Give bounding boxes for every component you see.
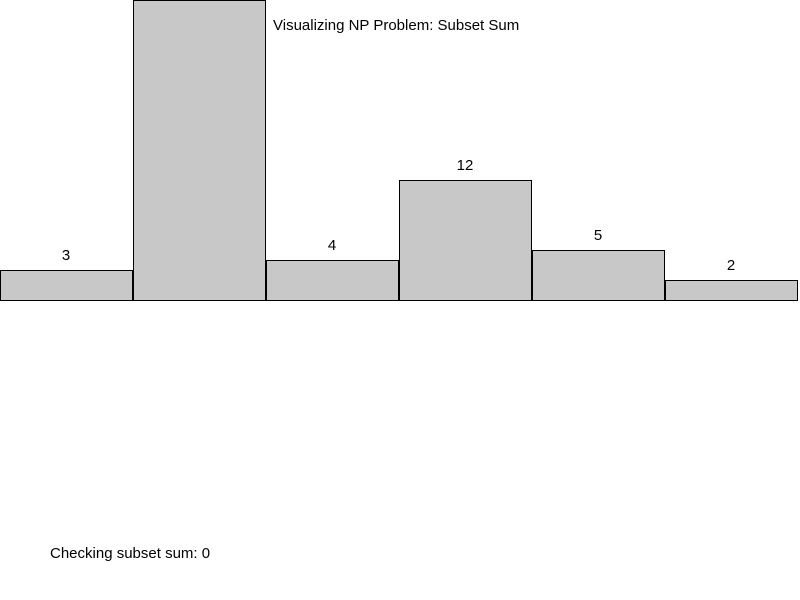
subset-sum-status: Checking subset sum: 0 [50,545,210,562]
bar-value-label-2: 4 [328,237,336,254]
chart-title: Visualizing NP Problem: Subset Sum [273,17,519,34]
bar-value-label-4: 5 [594,227,602,244]
bar-value-label-3: 12 [457,157,474,174]
bar-3 [400,181,532,301]
bar-value-label-0: 3 [62,247,70,264]
bars-layer [1,1,798,301]
bar-0 [1,271,133,301]
bar-2 [267,261,399,301]
bar-4 [533,251,665,301]
bar-value-label-5: 2 [727,257,735,274]
bar-5 [666,281,798,301]
bar-1 [134,1,266,301]
